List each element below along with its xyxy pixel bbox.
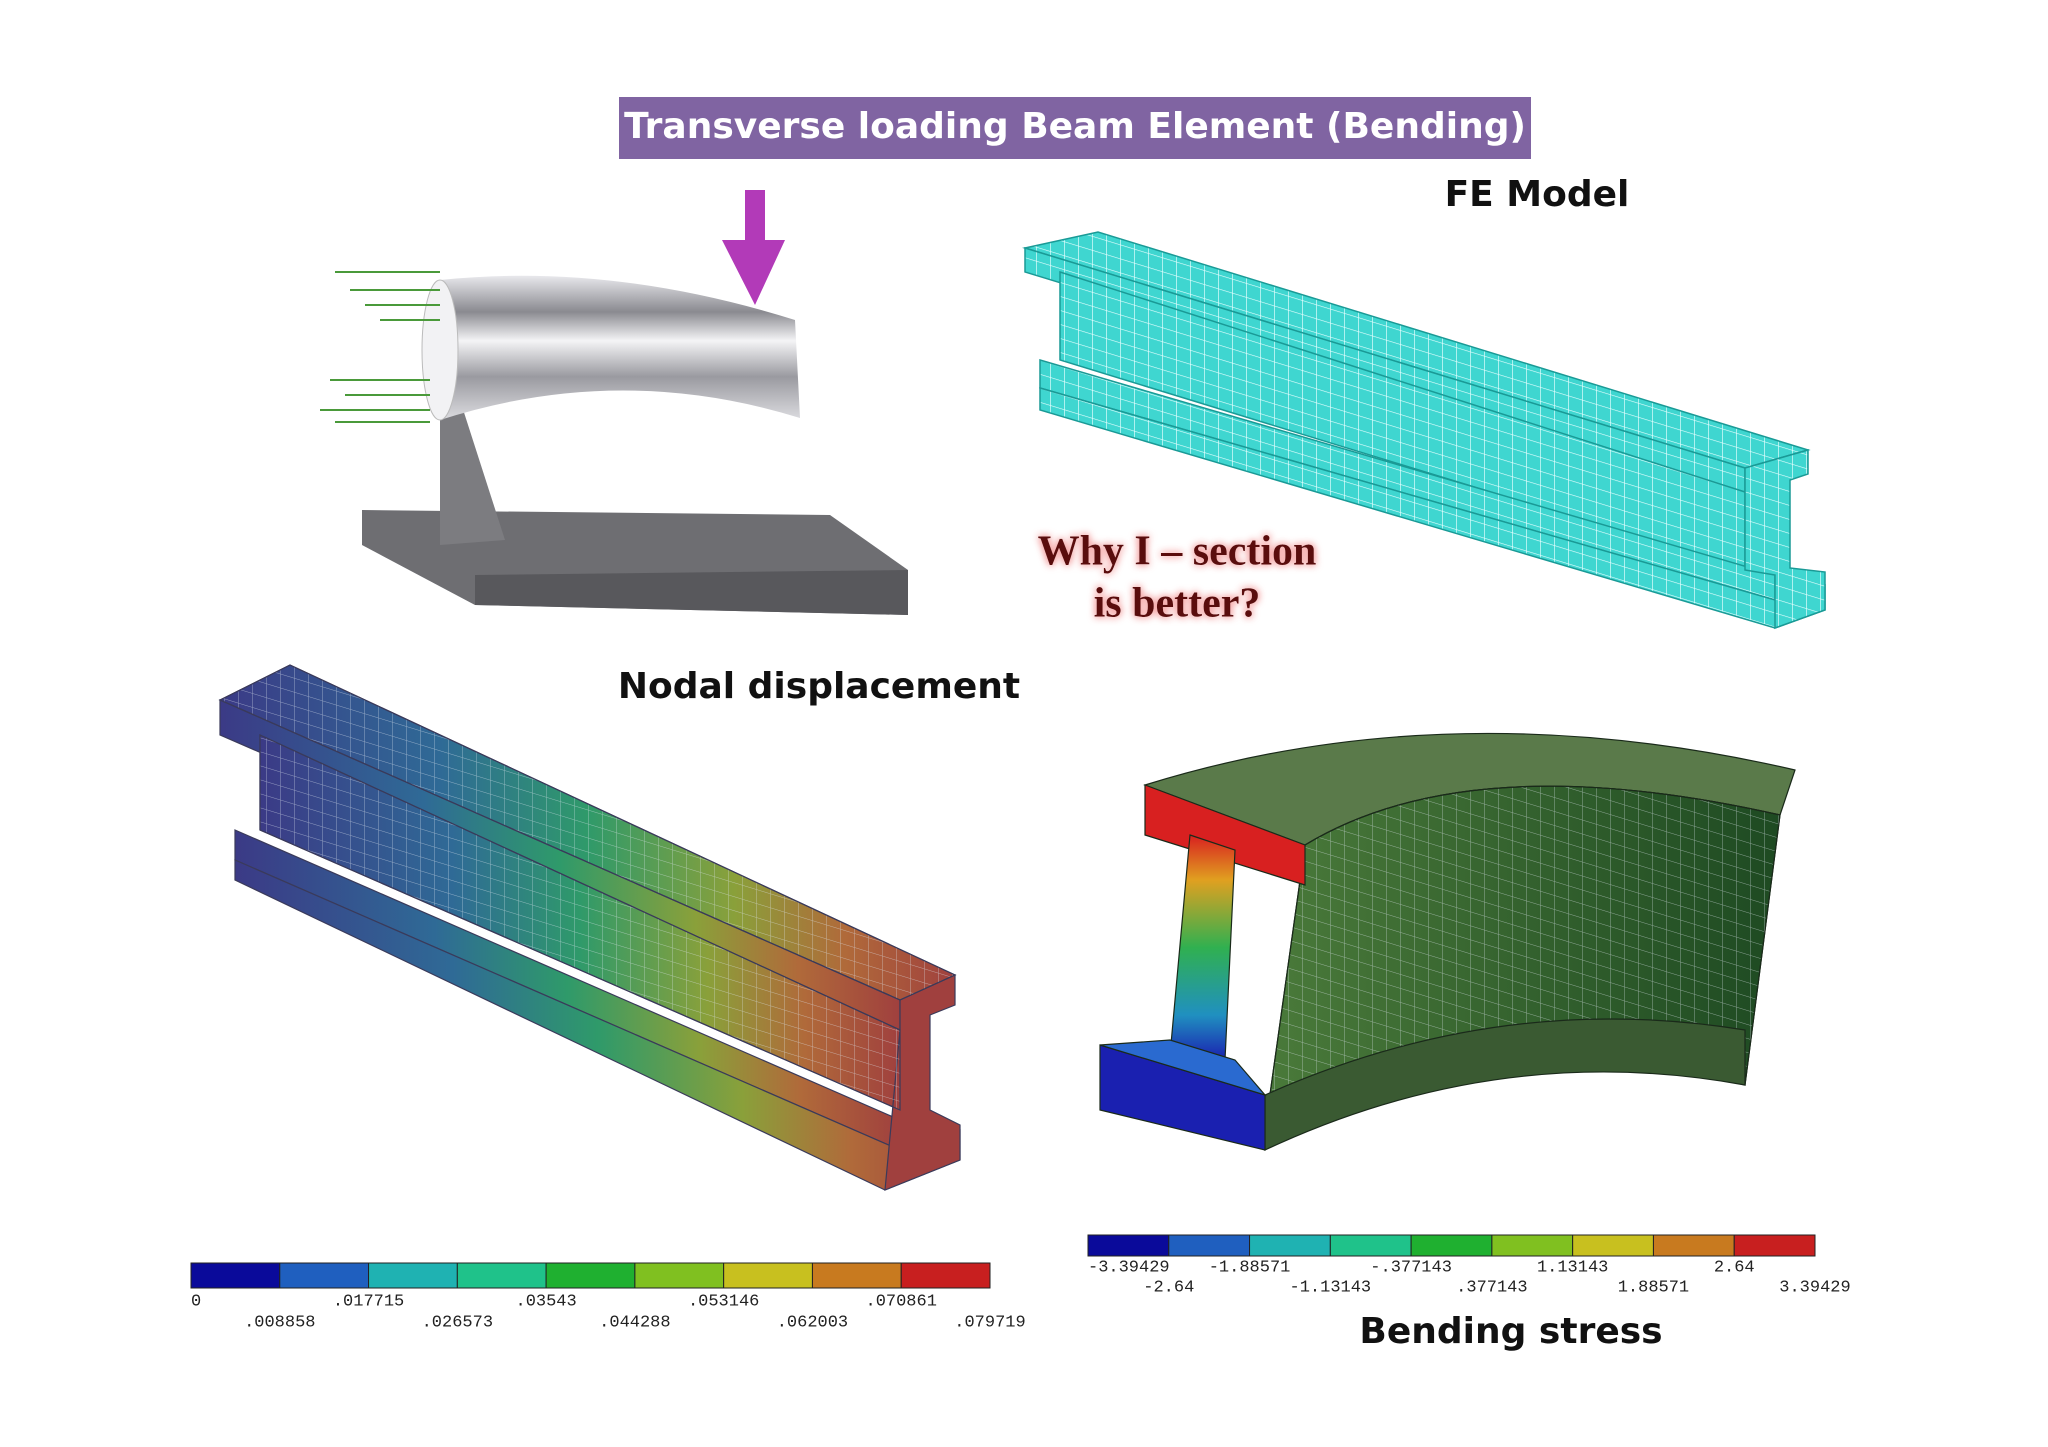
legend-swatch <box>900 1262 991 1289</box>
legend-swatch <box>1652 1234 1735 1257</box>
legend-label: .008858 <box>244 1313 315 1332</box>
legend-label: 1.88571 <box>1618 1278 1689 1297</box>
legend-swatch <box>1410 1234 1493 1257</box>
legend-swatch <box>811 1262 902 1289</box>
legend-swatch <box>1168 1234 1251 1257</box>
legend-swatch <box>1249 1234 1331 1257</box>
legend-label: -3.39429 <box>1088 1258 1170 1277</box>
legend-label: 0 <box>191 1292 201 1311</box>
legend-swatch <box>1329 1234 1412 1257</box>
legend-label: .079719 <box>954 1313 1025 1332</box>
legend-label: .026573 <box>422 1313 493 1332</box>
fe-model-beam <box>1022 231 1826 630</box>
legend-label: .044288 <box>599 1313 670 1332</box>
legend-label: .070861 <box>866 1292 937 1311</box>
legend-swatch <box>190 1262 281 1289</box>
legend-swatch <box>634 1262 725 1289</box>
displacement-legend: 0 .008858 .017715 .026573 .03543 .044288 .0531… <box>190 1262 1026 1332</box>
question-line: is better? <box>1094 581 1261 627</box>
legend-swatch <box>279 1262 370 1289</box>
legend-label: -1.88571 <box>1209 1258 1291 1277</box>
legend-label: .062003 <box>777 1313 848 1332</box>
stress-legend: -3.39429-2.64 -1.88571-1.13143-.377143.37… <box>1087 1234 1851 1297</box>
cylinder-illustration <box>320 190 908 615</box>
legend-swatch <box>545 1262 636 1289</box>
legend-label: .053146 <box>688 1292 759 1311</box>
displacement-beam <box>218 664 961 1191</box>
slide-title: Transverse loading Beam Element (Bending… <box>624 106 1526 147</box>
legend-label: 3.39429 <box>1779 1278 1850 1297</box>
legend-swatch <box>723 1262 813 1289</box>
legend-label: -1.13143 <box>1290 1278 1372 1297</box>
legend-label: -2.64 <box>1143 1278 1194 1297</box>
question-block: Why I – section is better? <box>1038 529 1317 627</box>
legend-label: -.377143 <box>1370 1258 1452 1277</box>
legend-label: .03543 <box>516 1292 577 1311</box>
legend-swatch <box>1733 1234 1816 1257</box>
legend-swatch <box>456 1262 547 1289</box>
legend-label: .377143 <box>1456 1278 1527 1297</box>
legend-swatch <box>1087 1234 1170 1257</box>
legend-swatch <box>1491 1234 1574 1257</box>
stress-beam <box>1099 732 1796 1151</box>
stress-label: Bending stress <box>1359 1311 1662 1352</box>
legend-swatch <box>1572 1234 1654 1257</box>
fe-model-label: FE Model <box>1445 174 1630 215</box>
question-line: Why I – section <box>1038 529 1317 575</box>
legend-label: .017715 <box>333 1292 404 1311</box>
legend-label: 2.64 <box>1714 1258 1755 1277</box>
legend-swatch <box>368 1262 458 1289</box>
title-bar <box>619 97 1531 159</box>
legend-label: 1.13143 <box>1537 1258 1608 1277</box>
displacement-label: Nodal displacement <box>618 666 1020 707</box>
